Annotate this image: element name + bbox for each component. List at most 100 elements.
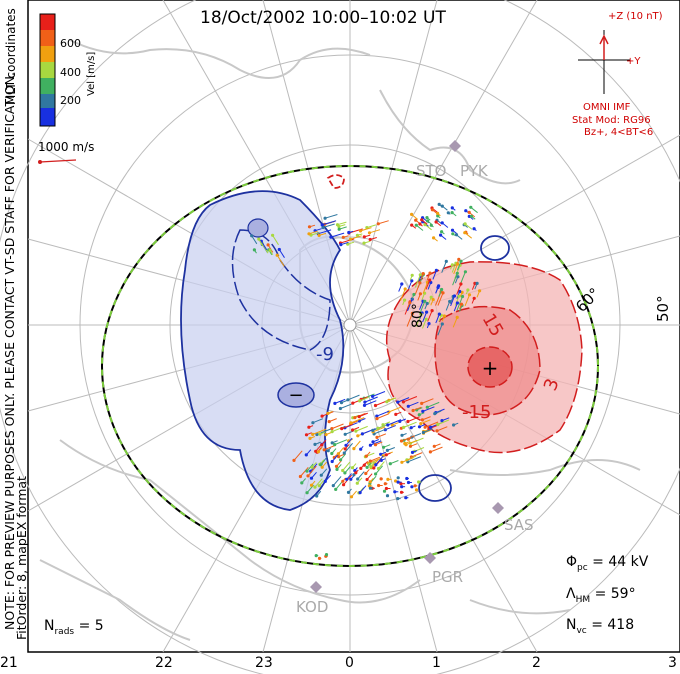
velocity-vector-tail: [350, 417, 365, 424]
velocity-vector-tail: [343, 442, 353, 454]
velocity-vector-dot: [428, 278, 432, 282]
velocity-vector-dot: [368, 459, 372, 463]
velocity-vector-dot: [330, 459, 334, 464]
imf-source: OMNI IMF: [583, 102, 631, 113]
velocity-vector-dot: [376, 426, 380, 430]
velocity-vector-tail: [414, 274, 421, 288]
velocity-vector-tail: [437, 323, 443, 336]
velocity-vector-dot: [375, 414, 379, 418]
velocity-vector-dot: [339, 458, 343, 462]
velocity-vector-dot: [459, 259, 463, 263]
velocity-vector-dot: [467, 293, 472, 297]
velocity-vector-tail: [260, 240, 268, 251]
colorbar-label: Vel [m/s]: [86, 51, 97, 96]
contour-label-neg9: -9: [316, 344, 334, 365]
velocity-vector-dot: [478, 289, 482, 293]
velocity-vector-tail: [350, 235, 362, 240]
velocity-vector-tail: [276, 254, 285, 267]
velocity-vector-dot: [373, 403, 378, 408]
mlt-label-1: 1: [432, 655, 441, 671]
velocity-vector-dot: [400, 433, 404, 437]
velocity-vector-dot: [423, 223, 427, 227]
velocity-vector-dot: [320, 414, 324, 418]
velocity-vector-tail: [437, 419, 450, 425]
colorbar-tick-400: 400: [60, 66, 81, 79]
velocity-vector-dot: [390, 423, 394, 427]
velocity-vector-dot: [376, 466, 381, 471]
mlt-label-23: 23: [255, 655, 273, 671]
mlt-label-0: 0: [345, 655, 354, 671]
velocity-vector-dot: [330, 427, 334, 431]
negative-contour: [231, 229, 331, 351]
velocity-vector-dot: [337, 227, 341, 231]
velocity-vector-dot: [394, 412, 398, 416]
velocity-vector-dot: [408, 444, 413, 448]
velocity-vector-tail: [314, 478, 323, 488]
velocity-vector-dot: [298, 474, 302, 479]
velocity-vector-tail: [272, 235, 279, 246]
velocity-vector-dot: [379, 477, 383, 481]
velocity-vector-dot: [266, 243, 270, 247]
velocity-vector-dot: [418, 281, 422, 285]
velocity-vector-dot: [469, 214, 474, 218]
velocity-vector-dot: [306, 474, 310, 478]
velocity-vector-dot: [436, 211, 440, 215]
velocity-vector-dot: [317, 233, 321, 237]
velocity-vector-dot: [304, 453, 308, 457]
velocity-vector-dot: [410, 485, 414, 489]
velocity-vector-dot: [430, 309, 434, 313]
velocity-vector-dot: [420, 218, 424, 222]
velocity-vector-dot: [399, 439, 404, 443]
velocity-vector-dot: [386, 477, 390, 481]
velocity-vector-dot: [333, 443, 337, 447]
velocity-vector-tail: [405, 439, 418, 446]
velocity-vector-dot: [316, 450, 320, 454]
velocity-vector-dot: [405, 476, 409, 481]
velocity-vector-dot: [425, 216, 429, 220]
velocity-vector-dot: [428, 271, 432, 275]
velocity-vector-tail: [312, 428, 327, 435]
velocity-vector-tail: [369, 229, 381, 234]
velocity-vector-dot: [319, 473, 323, 477]
velocity-vector-dot: [337, 455, 341, 459]
velocity-vector-dot: [452, 423, 456, 427]
velocity-vector-dot: [394, 479, 398, 483]
velocity-vector-dot: [375, 435, 379, 439]
velocity-vector-dot: [382, 489, 387, 493]
velocity-vector-dot: [379, 452, 383, 456]
velocity-vector-dot: [439, 233, 443, 237]
velocity-vector-tail: [419, 301, 426, 315]
velocity-vector-tail: [415, 314, 422, 327]
velocity-vector-dot: [396, 480, 400, 484]
velocity-vector-dot: [355, 481, 359, 485]
velocity-vector-tail: [373, 428, 387, 435]
velocity-vector-dot: [410, 223, 414, 227]
velocity-vector-dot: [356, 477, 360, 481]
velocity-vector-tail: [342, 461, 351, 471]
velocity-vector-tail: [376, 433, 387, 438]
velocity-vector-tail: [422, 311, 428, 323]
velocity-vector-tail: [375, 455, 384, 466]
velocity-vector-dot: [450, 206, 454, 210]
velocity-vector-tail: [427, 401, 440, 408]
velocity-vector-dot: [368, 443, 372, 447]
velocity-vector-tail: [355, 425, 368, 432]
velocity-vector-dot: [326, 449, 330, 453]
velocity-vector-dot: [362, 403, 367, 407]
velocity-vector-dot: [450, 228, 455, 232]
velocity-vector-dot: [305, 491, 309, 495]
velocity-vector-dot: [364, 471, 368, 476]
velocity-vector-dot: [418, 292, 422, 296]
velocity-vector-dot: [310, 465, 314, 469]
velocity-vector-tail: [407, 298, 413, 312]
velocity-vector-tail: [430, 446, 443, 453]
velocity-vector-dot: [374, 463, 378, 467]
velocity-vector-dot: [374, 472, 378, 476]
velocity-vector-dot: [356, 434, 360, 438]
colorbar-tick-600: 600: [60, 37, 81, 50]
mlt-label-3: 3: [668, 655, 677, 671]
velocity-vector-tail: [293, 450, 303, 461]
lat-label-60: 60°: [572, 284, 604, 316]
velocity-vector-tail: [401, 457, 414, 463]
velocity-vector-dot: [432, 444, 436, 448]
